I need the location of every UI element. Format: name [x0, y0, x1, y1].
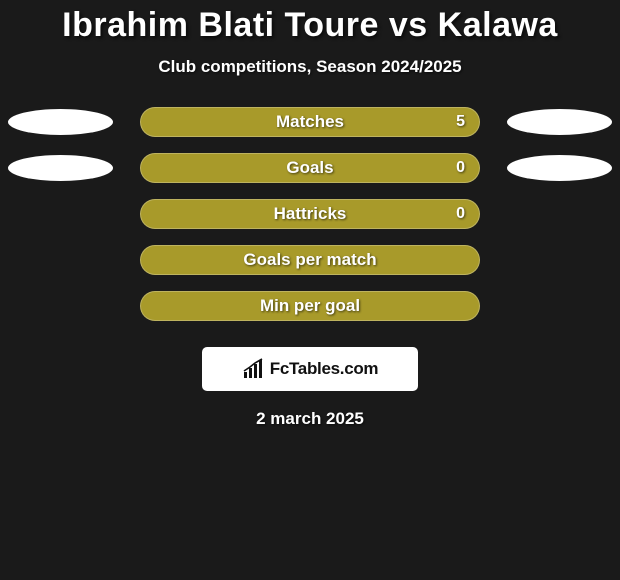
subtitle: Club competitions, Season 2024/2025	[0, 57, 620, 77]
stat-bar: Matches 5	[140, 107, 480, 137]
stat-bar: Min per goal	[140, 291, 480, 321]
stat-label: Matches	[276, 112, 344, 132]
right-pill	[507, 109, 612, 135]
page-title: Ibrahim Blati Toure vs Kalawa	[0, 0, 620, 45]
stat-label: Goals per match	[243, 250, 376, 270]
brand-chart-icon	[242, 358, 266, 380]
stat-row: Goals 0	[0, 153, 620, 199]
left-pill	[8, 155, 113, 181]
stat-row: Min per goal	[0, 291, 620, 337]
stat-label: Min per goal	[260, 296, 360, 316]
stat-label: Goals	[286, 158, 333, 178]
stat-value-right: 5	[456, 113, 465, 131]
left-pill	[8, 109, 113, 135]
stat-row: Goals per match	[0, 245, 620, 291]
stat-value-right: 0	[456, 159, 465, 177]
stat-label: Hattricks	[274, 204, 347, 224]
stat-rows: Matches 5 Goals 0 Hattricks 0 Goals per match M…	[0, 107, 620, 337]
brand-text: FcTables.com	[270, 359, 379, 379]
stat-bar: Goals per match	[140, 245, 480, 275]
stat-bar: Hattricks 0	[140, 199, 480, 229]
stat-value-right: 0	[456, 205, 465, 223]
right-pill	[507, 155, 612, 181]
date-text: 2 march 2025	[0, 409, 620, 429]
stat-row: Hattricks 0	[0, 199, 620, 245]
stat-row: Matches 5	[0, 107, 620, 153]
brand-badge: FcTables.com	[202, 347, 418, 391]
stat-bar: Goals 0	[140, 153, 480, 183]
